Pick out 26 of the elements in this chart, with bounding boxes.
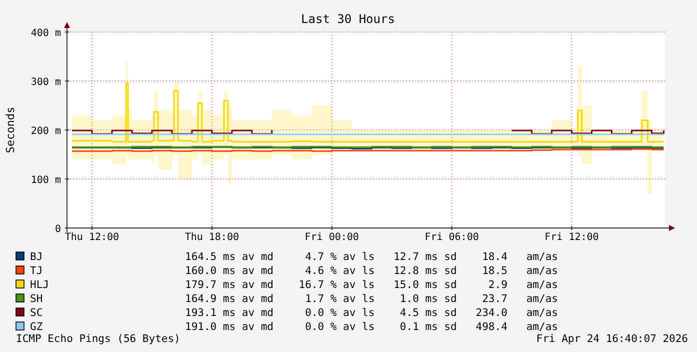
text: 193.1 ms av md 0.0 % av ls 4.5 ms sd 234.0 am/as (185, 307, 558, 319)
text: 160.0 ms av md 4.6 % av ls 12.8 ms sd 18.5 am/as (185, 265, 558, 277)
text: 191.0 ms av md 0.0 % av ls 0.1 ms sd 498.4 am/as (185, 321, 558, 333)
chart-title: Last 30 Hours (301, 12, 395, 26)
text: 179.7 ms av md 16.7 % av ls 15.0 ms sd 2.9 am/as (185, 279, 558, 291)
legend-label: GZ (30, 321, 43, 333)
y-tick-label: 200 m (30, 126, 61, 137)
text: 164.5 ms av md 4.7 % av ls 12.7 ms sd 18.4 am/as (185, 251, 558, 263)
legend-label: TJ (30, 265, 43, 277)
x-tick-label: Thu 12:00 (64, 232, 120, 243)
x-tick-label: Fri 12:00 (544, 232, 599, 243)
legend-label: SH (30, 293, 43, 305)
text: ICMP Echo Pings (56 Bytes) (16, 333, 180, 345)
legend-label: SC (30, 307, 43, 319)
legend-label: HLJ (30, 279, 49, 291)
y-tick-label: 0 (54, 224, 61, 235)
y-tick-label: 300 m (30, 77, 61, 88)
y-tick-label: 400 m (30, 28, 61, 39)
y-tick-label: 100 m (30, 175, 61, 186)
x-tick-label: Fri 00:00 (304, 232, 359, 243)
x-tick-label: Thu 18:00 (184, 232, 240, 243)
text: Fri Apr 24 16:40:07 2026 (536, 333, 688, 345)
text: 164.9 ms av md 1.7 % av ls 1.0 ms sd 23.7 am/as (185, 293, 558, 305)
x-tick-label: Fri 06:00 (424, 232, 479, 243)
y-axis-title: Seconds (4, 106, 17, 154)
legend-label: BJ (30, 251, 43, 263)
